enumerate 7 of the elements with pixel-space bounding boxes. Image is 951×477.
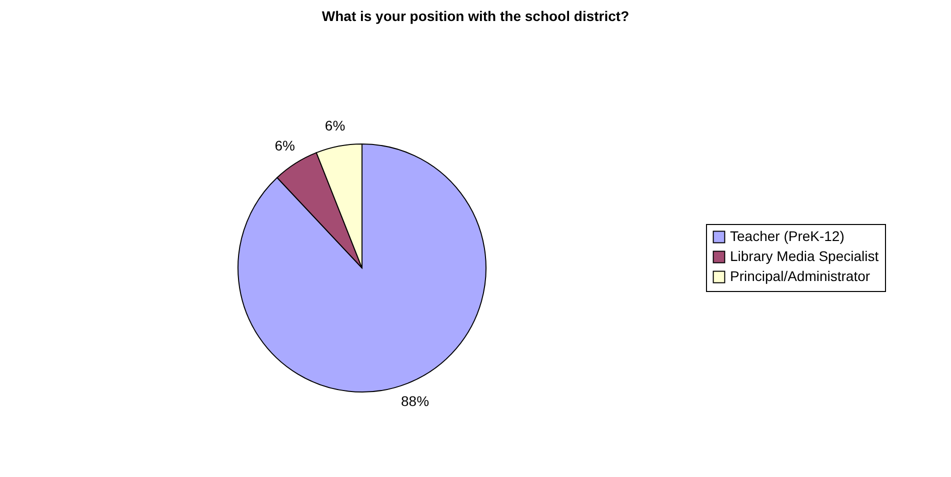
chart-title: What is your position with the school district? [322, 8, 630, 24]
data-label: 88% [400, 392, 430, 409]
data-label: 6% [324, 118, 346, 134]
legend-label: Library Media Specialist [730, 248, 879, 264]
data-label: 6% [274, 137, 295, 154]
legend-label: Teacher (PreK-12) [730, 228, 844, 244]
legend-label: Principal/Administrator [730, 268, 870, 284]
